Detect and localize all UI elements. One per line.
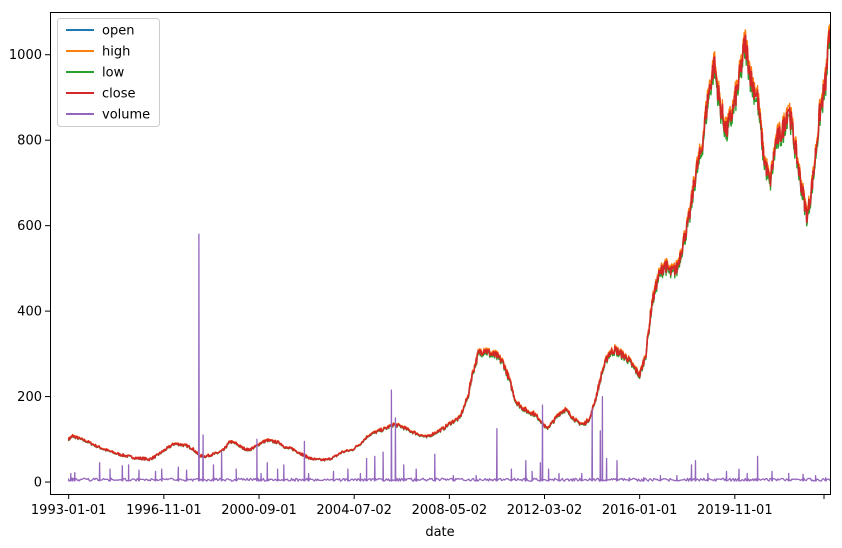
series-line-close xyxy=(67,29,831,462)
x-axis-label: date xyxy=(425,525,454,540)
x-tick-label-6: 2016-01-01 xyxy=(602,503,678,518)
x-tick-label-3: 2004-07-02 xyxy=(316,503,392,518)
legend-label-close: close xyxy=(102,87,135,102)
x-tick-label-0: 1993-01-01 xyxy=(31,503,107,518)
series-line-volume xyxy=(67,233,831,482)
legend-label-volume: volume xyxy=(102,108,150,123)
legend-box xyxy=(57,18,160,127)
legend: open high low close volume xyxy=(57,18,160,127)
x-tick-label-1: 1996-11-01 xyxy=(126,503,202,518)
y-tick-label-2: 400 xyxy=(17,305,42,320)
x-tick-label-5: 2012-03-02 xyxy=(507,503,583,518)
x-tick-label-2: 2000-09-01 xyxy=(221,503,297,518)
legend-label-open: open xyxy=(102,24,134,39)
plot-frame xyxy=(50,12,831,495)
y-tick-label-1: 200 xyxy=(17,390,42,405)
y-tick-label-3: 600 xyxy=(17,219,42,234)
x-tick-label-4: 2008-05-02 xyxy=(412,503,488,518)
y-tick-label-0: 0 xyxy=(34,476,42,491)
y-tick-label-5: 1000 xyxy=(9,48,42,63)
x-tick-label-7: 2019-11-01 xyxy=(697,503,773,518)
series-layer xyxy=(67,23,831,482)
legend-label-low: low xyxy=(102,66,125,81)
legend-label-high: high xyxy=(102,45,130,60)
y-axis: 0 200 400 600 800 1000 xyxy=(9,48,50,491)
x-axis: 1993-01-01 1996-11-01 2000-09-01 2004-07-02… xyxy=(31,494,825,518)
plot-area xyxy=(50,12,831,495)
y-tick-label-4: 800 xyxy=(17,134,42,149)
